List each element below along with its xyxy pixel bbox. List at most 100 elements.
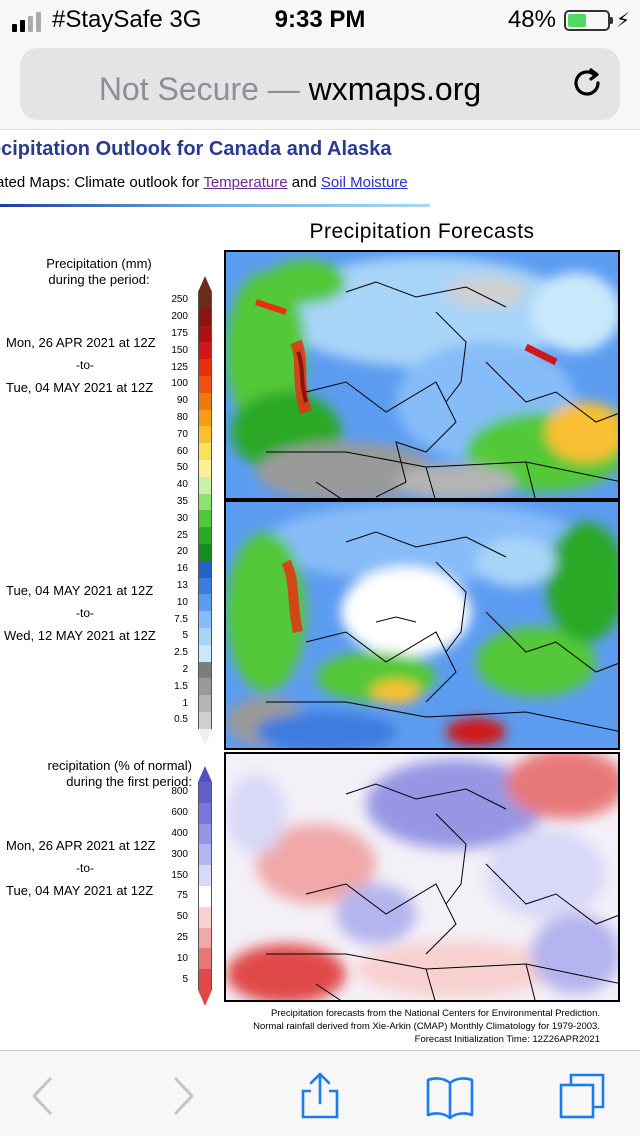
scale-cell bbox=[198, 611, 212, 628]
precip-map-period1 bbox=[224, 250, 620, 500]
credit-line1: Precipitation forecasts from the Nationa… bbox=[271, 1008, 600, 1019]
carrier-label: #StaySafe 3G bbox=[52, 6, 202, 33]
status-bar: #StaySafe 3G 9:33 PM 48% ⚡ bbox=[0, 0, 640, 40]
scale-cell bbox=[198, 906, 212, 928]
scale-bottom-arrow bbox=[198, 728, 212, 745]
scale-cell bbox=[198, 560, 212, 578]
scale-tick-label: 175 bbox=[171, 328, 188, 339]
charging-icon: ⚡ bbox=[615, 10, 630, 32]
scale-cell bbox=[198, 969, 212, 990]
related-maps: ated Maps: Climate outlook for Temperatu… bbox=[0, 174, 408, 191]
scale-cell bbox=[198, 865, 212, 886]
precip-percent-normal-map bbox=[224, 752, 620, 1002]
credits: Precipitation forecasts from the Nationa… bbox=[253, 1007, 600, 1046]
period1-to: -to- bbox=[76, 358, 94, 372]
scale-tick-label: 90 bbox=[176, 395, 188, 407]
scale-cell bbox=[198, 342, 212, 360]
pct-legend-label: recipitation (% of normal) during the fi… bbox=[0, 758, 193, 790]
scale-tick-label: 16 bbox=[176, 563, 188, 575]
scale-cell bbox=[198, 885, 212, 907]
related-prefix: ated Maps: Climate outlook for bbox=[0, 174, 204, 191]
scale-cell bbox=[198, 375, 212, 393]
scale-tick-label: 75 bbox=[176, 890, 188, 902]
scale-tick-label: 13 bbox=[176, 580, 188, 591]
credit-line2: Normal rainfall derived from Xie-Arkin (… bbox=[253, 1021, 600, 1032]
pct-label-line1: recipitation (% of normal) bbox=[47, 758, 193, 773]
not-secure-label: Not Secure bbox=[98, 71, 259, 107]
scale-cell bbox=[198, 594, 212, 612]
related-and: and bbox=[287, 174, 321, 191]
pct-color-scale: 800 600 400 300 150 75 50 25 10 5 bbox=[171, 766, 212, 1006]
scale-cell bbox=[198, 678, 212, 696]
period2-to: -to- bbox=[76, 606, 94, 620]
temperature-link[interactable]: Temperature bbox=[203, 174, 288, 191]
back-icon[interactable] bbox=[18, 1071, 68, 1121]
period3-start: Mon, 26 APR 2021 at 12Z bbox=[6, 838, 156, 853]
scale-tick-label: 10 bbox=[176, 596, 188, 608]
mm-color-scale: 250 200 175 150 125 100 90 80 70 60 50 40 35 30 25 20 16… bbox=[171, 276, 212, 745]
scale-tick-label: 7.5 bbox=[174, 613, 188, 625]
forward-icon[interactable] bbox=[158, 1071, 208, 1121]
scale-cell bbox=[198, 409, 212, 427]
scale-tick-label: 10 bbox=[176, 952, 188, 964]
scale-top-arrow bbox=[198, 766, 212, 782]
signal-icon bbox=[12, 12, 41, 32]
scale-tick-label: 0.5 bbox=[174, 714, 188, 726]
scale-tick-label: 60 bbox=[176, 445, 188, 457]
scale-cell bbox=[198, 948, 212, 970]
scale-cell bbox=[198, 308, 212, 326]
scale-tick-label: 125 bbox=[171, 361, 188, 373]
scale-tick-label: 1 bbox=[182, 697, 188, 709]
scale-cell bbox=[198, 711, 212, 729]
scale-bottom-arrow bbox=[198, 989, 212, 1006]
soil-moisture-link[interactable]: Soil Moisture bbox=[320, 174, 408, 191]
mm-label-line1: Precipitation (mm) bbox=[46, 256, 152, 271]
scale-cell bbox=[198, 927, 212, 949]
scale-cell bbox=[198, 426, 212, 444]
scale-cell bbox=[198, 527, 212, 544]
scale-cell bbox=[198, 325, 212, 343]
scale-cell bbox=[198, 695, 212, 712]
mm-label-line2: during the period: bbox=[48, 272, 150, 287]
scale-cell bbox=[198, 844, 212, 866]
scale-tick-label: 35 bbox=[176, 496, 188, 507]
scale-tick-label: 40 bbox=[176, 479, 188, 491]
browser-toolbar bbox=[0, 1050, 640, 1136]
scale-cell bbox=[198, 510, 212, 528]
scale-cell bbox=[198, 292, 212, 309]
scale-tick-label: 200 bbox=[171, 311, 188, 323]
scale-tick-label: 100 bbox=[171, 378, 188, 390]
scale-tick-label: 30 bbox=[176, 512, 188, 524]
scale-tick-label: 400 bbox=[171, 828, 188, 839]
scale-cell bbox=[198, 476, 212, 494]
scale-tick-label: 2.5 bbox=[174, 647, 188, 659]
period1-start: Mon, 26 APR 2021 at 12Z bbox=[6, 335, 156, 350]
scale-tick-label: 150 bbox=[171, 344, 188, 356]
reload-icon[interactable] bbox=[568, 64, 606, 102]
scale-tick-label: 80 bbox=[176, 412, 188, 423]
pct-label-line2: during the first period: bbox=[66, 774, 192, 789]
browser-chrome: Not Secure — wxmaps.org bbox=[0, 40, 640, 130]
scale-tick-label: 250 bbox=[171, 294, 188, 306]
scale-cell bbox=[198, 493, 212, 511]
share-icon[interactable] bbox=[295, 1071, 345, 1121]
scale-cell bbox=[198, 443, 212, 460]
bookmarks-icon[interactable] bbox=[425, 1071, 475, 1121]
scale-tick-label: 25 bbox=[176, 529, 188, 541]
scale-tick-label: 20 bbox=[176, 546, 188, 558]
tabs-icon[interactable] bbox=[557, 1071, 607, 1121]
scale-tick-label: 70 bbox=[176, 428, 188, 440]
scale-tick-label: 5 bbox=[182, 630, 188, 642]
domain-label: wxmaps.org bbox=[308, 71, 482, 107]
scale-cell bbox=[198, 459, 212, 477]
scale-top-arrow bbox=[198, 276, 212, 292]
divider bbox=[0, 204, 430, 207]
period3-end: Tue, 04 MAY 2021 at 12Z bbox=[6, 883, 154, 898]
address-bar[interactable]: Not Secure — wxmaps.org bbox=[20, 48, 620, 120]
scale-cell bbox=[198, 802, 212, 824]
clock: 9:33 PM bbox=[274, 6, 366, 33]
scale-cell bbox=[198, 543, 212, 561]
period3-to: -to- bbox=[76, 861, 94, 875]
period1-end: Tue, 04 MAY 2021 at 12Z bbox=[6, 380, 154, 395]
url-text[interactable]: Not Secure — wxmaps.org bbox=[20, 71, 560, 108]
